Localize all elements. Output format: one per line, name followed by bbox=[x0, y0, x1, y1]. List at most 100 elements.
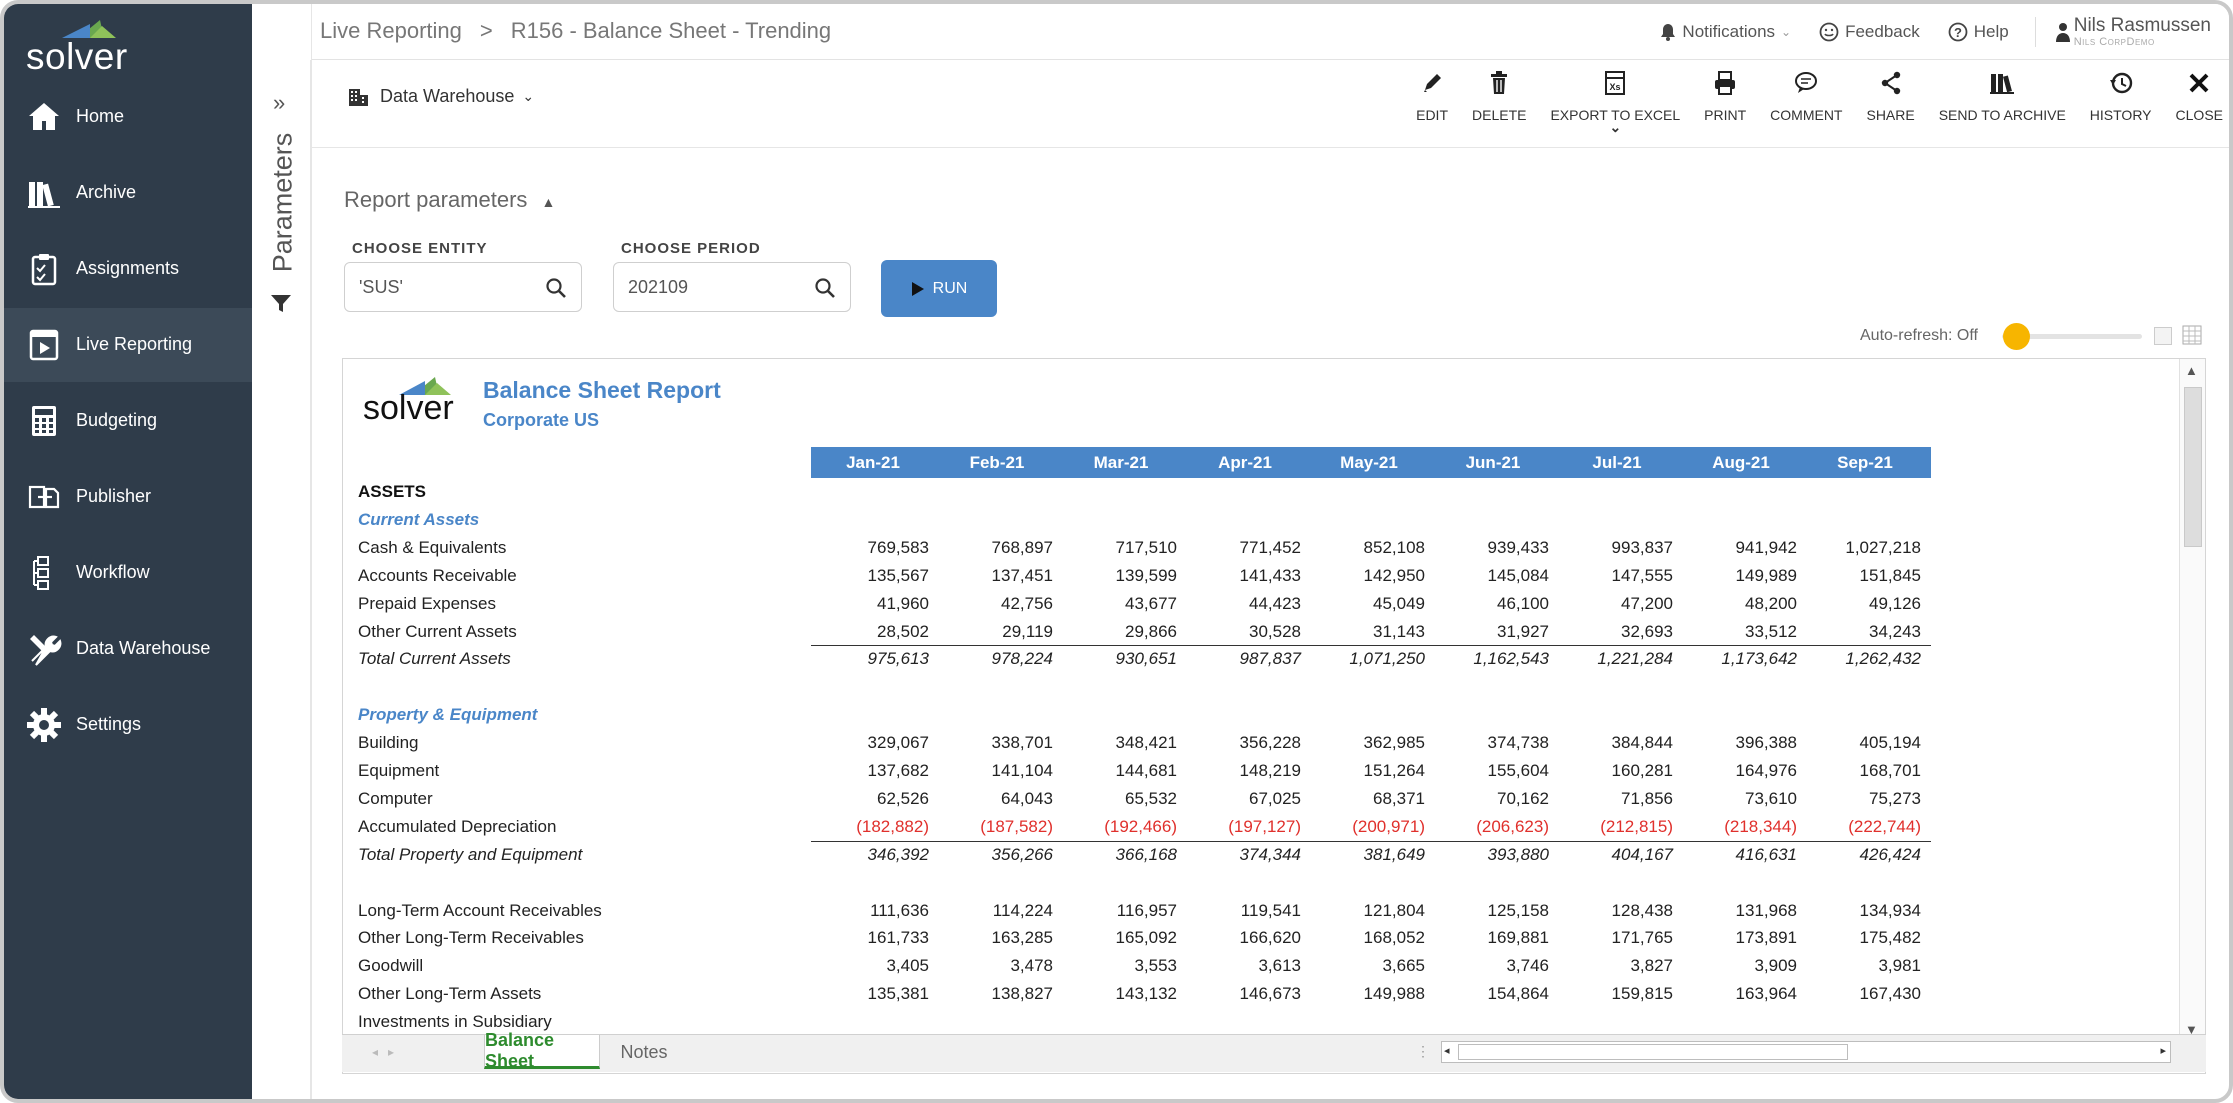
row-label: Total Current Assets bbox=[358, 649, 511, 669]
cell-value: 111,636 bbox=[870, 900, 929, 920]
month-header: Jun-21 bbox=[1465, 453, 1521, 472]
cell-value: 34,243 bbox=[1869, 621, 1921, 641]
cell-value: 1,027,218 bbox=[1845, 537, 1921, 557]
cell-value: 47,200 bbox=[1621, 593, 1673, 613]
cell-value: 43,677 bbox=[1125, 593, 1177, 613]
splitter-handle-icon[interactable]: ⋮ bbox=[1416, 1043, 1430, 1059]
help-label: Help bbox=[1973, 22, 2009, 41]
sidebar-item-archive[interactable]: Archive bbox=[4, 156, 252, 230]
scroll-down-icon[interactable]: ▼ bbox=[2185, 1022, 2198, 1037]
cell-value: 366,168 bbox=[1115, 844, 1177, 864]
cell-value: 33,512 bbox=[1745, 621, 1797, 641]
search-icon[interactable] bbox=[545, 277, 567, 299]
comment-button[interactable]: COMMENT bbox=[1770, 70, 1842, 131]
auto-refresh-toggle[interactable] bbox=[2003, 323, 2030, 350]
solver-logo[interactable]: solver bbox=[24, 16, 164, 77]
cell-value: 993,837 bbox=[1611, 537, 1673, 557]
cell-value: 396,388 bbox=[1735, 733, 1797, 753]
sidebar-item-budgeting[interactable]: Budgeting bbox=[4, 384, 252, 458]
cell-value: 46,100 bbox=[1497, 593, 1549, 613]
cell-value: 142,950 bbox=[1363, 565, 1425, 585]
sidebar-item-workflow[interactable]: Workflow bbox=[4, 536, 252, 610]
run-label: RUN bbox=[932, 279, 968, 297]
cell-value: 159,815 bbox=[1611, 984, 1673, 1004]
data-source-dropdown[interactable]: Data Warehouse ⌄ bbox=[348, 86, 534, 107]
notifications-button[interactable]: Notifications ⌄ bbox=[1660, 22, 1791, 42]
scroll-up-icon[interactable]: ▲ bbox=[2185, 363, 2198, 378]
run-button[interactable]: RUN bbox=[881, 260, 997, 317]
tab-balance-sheet[interactable]: Balance Sheet bbox=[484, 1030, 600, 1071]
cell-value: 338,701 bbox=[991, 733, 1053, 753]
edit-button[interactable]: EDIT bbox=[1416, 70, 1448, 131]
cell-value: 135,567 bbox=[867, 565, 929, 585]
sidebar-item-publisher[interactable]: Publisher bbox=[4, 460, 252, 534]
cell-value: 143,132 bbox=[1115, 984, 1177, 1004]
period-value: 202109 bbox=[628, 277, 689, 297]
sidebar-item-assignments[interactable]: Assignments bbox=[4, 232, 252, 306]
cell-value: 71,856 bbox=[1621, 788, 1673, 808]
horizontal-scrollbar[interactable]: ◂ ▸ bbox=[1441, 1041, 2171, 1063]
parameters-panel-strip[interactable]: » Parameters bbox=[252, 4, 312, 1099]
grid-icon[interactable] bbox=[2182, 325, 2202, 345]
sidebar-item-data-warehouse[interactable]: Data Warehouse bbox=[4, 612, 252, 686]
feedback-button[interactable]: Feedback bbox=[1819, 22, 1920, 42]
cell-value: (206,623) bbox=[1476, 816, 1549, 836]
assignments-icon bbox=[26, 251, 62, 287]
cell-value: 3,478 bbox=[1010, 956, 1053, 976]
cell-value: 384,844 bbox=[1611, 733, 1673, 753]
cell-value: 70,162 bbox=[1497, 788, 1549, 808]
horizontal-scroll-thumb[interactable] bbox=[1458, 1044, 1848, 1060]
sidebar-item-settings[interactable]: Settings bbox=[4, 688, 252, 762]
sidebar-item-home[interactable]: Home bbox=[4, 80, 252, 154]
print-button[interactable]: PRINT bbox=[1704, 70, 1746, 131]
close-button[interactable]: CLOSE bbox=[2176, 70, 2223, 131]
cell-value: 119,541 bbox=[1240, 900, 1301, 920]
table-row: Property & Equipment bbox=[358, 701, 1931, 729]
expand-icon[interactable] bbox=[2154, 327, 2172, 345]
cell-value: 3,909 bbox=[1754, 956, 1797, 976]
filter-icon[interactable] bbox=[270, 294, 292, 314]
table-row: Long-Term Account Receivables 111,636 114,… bbox=[358, 897, 1931, 925]
send-to-archive-button[interactable]: SEND TO ARCHIVE bbox=[1939, 70, 2066, 131]
scroll-right-icon[interactable]: ▸ bbox=[2160, 1045, 2166, 1057]
cell-value: 171,765 bbox=[1611, 928, 1673, 948]
entity-input[interactable]: 'SUS' bbox=[344, 262, 582, 312]
report-parameters-toggle[interactable]: Report parameters ▲ bbox=[344, 187, 555, 213]
sidebar-item-label: Data Warehouse bbox=[76, 638, 211, 658]
cell-value: 769,583 bbox=[867, 537, 929, 557]
cell-value: 356,266 bbox=[991, 844, 1053, 864]
table-row bbox=[358, 673, 1931, 701]
delete-button[interactable]: DELETE bbox=[1472, 70, 1526, 131]
logo-triangles-icon bbox=[399, 377, 451, 395]
bell-icon bbox=[1661, 24, 1676, 41]
help-button[interactable]: ? Help bbox=[1948, 22, 2009, 42]
sidebar-item-live-reporting[interactable]: Live Reporting bbox=[4, 308, 252, 382]
history-button[interactable]: HISTORY bbox=[2090, 70, 2152, 131]
cell-value: 1,162,543 bbox=[1473, 649, 1549, 669]
cell-value: 852,108 bbox=[1363, 537, 1425, 557]
table-row: Total Property and Equipment 346,392 356,2… bbox=[358, 840, 1931, 869]
table-row: Goodwill 3,405 3,478 3,553 3,613 3,665 3,746 3,… bbox=[358, 952, 1931, 980]
cell-value: 137,451 bbox=[991, 565, 1053, 585]
cell-value: (192,466) bbox=[1104, 816, 1177, 836]
user-menu[interactable]: Nils Rasmussen Nils CorpDemo bbox=[2055, 16, 2211, 48]
chevron-down-icon[interactable]: ⌄ bbox=[1609, 119, 1622, 135]
month-header-row: Jan-21 Feb-21 Mar-21 Apr-21 May-21 Jun-21 Jul-… bbox=[811, 447, 1931, 478]
scroll-thumb[interactable] bbox=[2184, 387, 2202, 547]
period-input[interactable]: 202109 bbox=[613, 262, 851, 312]
cell-value: 65,532 bbox=[1125, 788, 1177, 808]
export-to-excel-button[interactable]: Xs EXPORT TO EXCEL ⌄ bbox=[1550, 70, 1680, 135]
cell-value: (222,744) bbox=[1848, 816, 1921, 836]
expand-chevron-icon[interactable]: » bbox=[273, 90, 286, 115]
auto-refresh-track[interactable] bbox=[2002, 334, 2142, 339]
cell-value: 346,392 bbox=[867, 844, 929, 864]
tab-nav-arrows-icon[interactable]: ◂ ▸ bbox=[372, 1045, 395, 1059]
tab-notes[interactable]: Notes bbox=[620, 1041, 668, 1062]
row-label: Other Current Assets bbox=[358, 621, 517, 641]
scroll-left-icon[interactable]: ◂ bbox=[1444, 1045, 1450, 1057]
search-icon[interactable] bbox=[814, 277, 836, 299]
share-button[interactable]: SHARE bbox=[1866, 70, 1915, 131]
vertical-scrollbar[interactable]: ▲ ▼ bbox=[2179, 359, 2205, 1039]
breadcrumb-item-live-reporting[interactable]: Live Reporting bbox=[320, 18, 462, 43]
cell-value: 148,219 bbox=[1239, 761, 1301, 780]
